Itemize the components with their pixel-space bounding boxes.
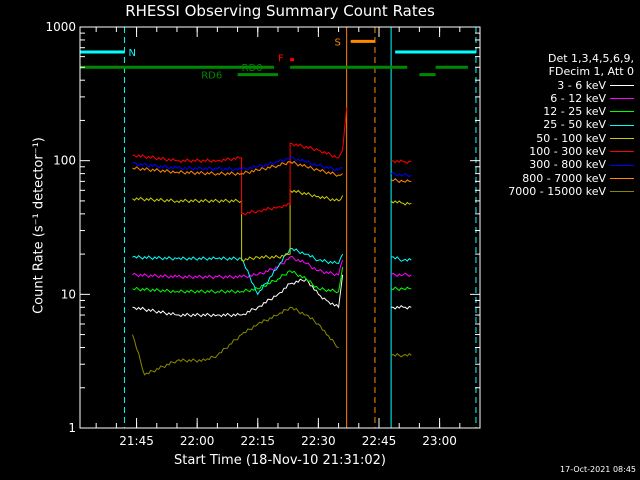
series-line-4-0 xyxy=(132,189,344,263)
y-tick-label-2: 100 xyxy=(53,154,76,168)
series-line-5-1 xyxy=(391,159,412,165)
legend-label: 3 - 6 keV xyxy=(557,78,606,92)
x-tick-label-0: 21:45 xyxy=(119,434,154,448)
series-line-8-0 xyxy=(132,306,339,376)
legend-swatch xyxy=(610,98,634,100)
y-tick-label-3: 1000 xyxy=(45,20,76,34)
legend-label: 25 - 50 keV xyxy=(543,118,606,132)
legend-label: 300 - 800 keV xyxy=(529,158,606,172)
series-line-3-0 xyxy=(132,247,344,296)
series-line-8-1 xyxy=(390,353,412,358)
series-line-4-1 xyxy=(390,200,412,206)
chart-title: RHESSI Observing Summary Count Rates xyxy=(125,2,435,20)
legend-swatch xyxy=(610,177,634,179)
legend-header-1: Det 1,3,4,5,6,9, xyxy=(547,52,634,65)
x-tick-label-1: 22:00 xyxy=(180,434,215,448)
annotation-rd0: RD0 xyxy=(242,63,263,74)
x-tick-label-2: 22:15 xyxy=(240,434,275,448)
series-line-0-1 xyxy=(391,305,412,310)
series-line-2-1 xyxy=(390,286,412,292)
legend-label: 100 - 300 keV xyxy=(529,145,606,159)
annotation-rd6: RD6 xyxy=(201,71,222,82)
legend-entry-7: 800 - 7000 keV xyxy=(508,172,634,185)
legend: Det 1,3,4,5,6,9, FDecim 1, Att 0 3 - 6 k… xyxy=(508,52,634,198)
legend-label: 7000 - 15000 keV xyxy=(508,184,606,198)
timestamp: 17-Oct-2021 08:45 xyxy=(560,465,636,474)
series-line-1-1 xyxy=(390,272,412,278)
annotation-night: N xyxy=(128,48,135,59)
legend-entry-5: 100 - 300 keV xyxy=(508,145,634,158)
legend-entry-8: 7000 - 15000 keV xyxy=(508,185,634,198)
series-line-5-0 xyxy=(132,107,348,216)
legend-entry-1: 6 - 12 keV xyxy=(508,92,634,105)
legend-entry-2: 12 - 25 keV xyxy=(508,105,634,118)
legend-swatch xyxy=(610,191,634,193)
y-tick-label-0: 1 xyxy=(68,421,76,435)
y-axis-label: Count Rate (s⁻¹ detector⁻¹) xyxy=(31,137,47,314)
legend-swatch xyxy=(610,124,634,126)
legend-entry-4: 50 - 100 keV xyxy=(508,132,634,145)
x-axis-label: Start Time (18-Nov-10 21:31:02) xyxy=(174,453,386,468)
x-tick-label-4: 22:45 xyxy=(362,434,397,448)
series-line-2-0 xyxy=(132,266,344,294)
legend-swatch xyxy=(610,164,634,166)
y-tick-label-1: 10 xyxy=(61,287,76,301)
legend-swatch xyxy=(610,137,634,139)
annotation-flare: F xyxy=(278,54,284,65)
legend-entry-0: 3 - 6 keV xyxy=(508,79,634,92)
series-line-7-1 xyxy=(390,178,412,184)
legend-entry-6: 300 - 800 keV xyxy=(508,158,634,171)
legend-label: 6 - 12 keV xyxy=(550,91,606,105)
series-line-6-0 xyxy=(132,156,343,172)
series-line-6-1 xyxy=(390,171,412,178)
series-line-3-1 xyxy=(391,256,412,262)
x-tick-label-3: 22:30 xyxy=(301,434,336,448)
legend-swatch xyxy=(610,151,634,153)
plot-frame xyxy=(79,26,481,429)
legend-header-2: FDecim 1, Att 0 xyxy=(548,65,634,79)
legend-entries: 3 - 6 keV 6 - 12 keV 12 - 25 keV 25 - 50 ke… xyxy=(508,79,634,199)
legend-label: 800 - 7000 keV xyxy=(522,171,606,185)
x-tick-label-5: 23:00 xyxy=(422,434,457,448)
legend-entry-3: 25 - 50 keV xyxy=(508,118,634,131)
series-line-7-0 xyxy=(132,160,343,177)
legend-label: 12 - 25 keV xyxy=(543,105,606,119)
legend-swatch xyxy=(610,111,634,113)
legend-label: 50 - 100 keV xyxy=(536,131,606,145)
legend-swatch xyxy=(610,84,634,86)
series-line-1-0 xyxy=(132,255,344,280)
annotation-saa: S xyxy=(335,37,341,48)
